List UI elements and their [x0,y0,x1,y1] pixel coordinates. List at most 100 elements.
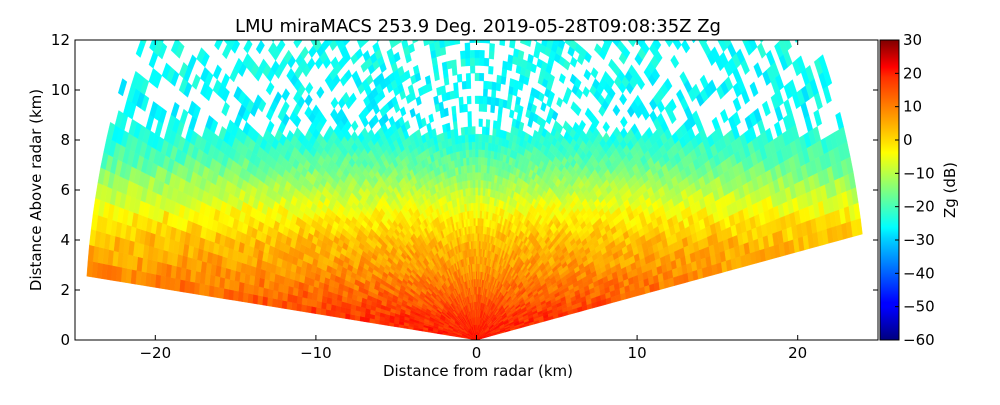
reflectivity-cell [473,165,476,173]
reflectivity-cell [452,114,456,122]
reflectivity-cell [469,5,475,13]
reflectivity-cell [262,296,268,305]
reflectivity-cell [454,129,458,137]
reflectivity-cell [199,17,208,33]
reflectivity-cell [441,86,446,95]
reflectivity-cell [486,127,490,135]
reflectivity-cell [459,97,464,105]
reflectivity-cell [470,66,475,74]
reflectivity-cell [364,0,372,8]
reflectivity-cell [331,0,339,2]
reflectivity-cell [479,149,482,157]
reflectivity-cell [610,5,618,17]
reflectivity-cell [483,104,487,112]
reflectivity-cell [474,218,476,226]
reflectivity-cell [146,13,156,30]
reflectivity-cell [467,96,471,104]
reflectivity-cell [468,134,472,142]
reflectivity-cell [508,93,513,102]
reflectivity-cell [655,0,664,13]
reflectivity-cell [480,0,486,5]
reflectivity-cell [478,180,481,188]
reflectivity-cell [452,106,457,115]
reflectivity-cell [476,180,479,188]
reflectivity-cell [472,134,476,142]
reflectivity-cell [192,0,202,7]
reflectivity-cell [475,134,479,142]
reflectivity-cell [478,195,481,203]
reflectivity-cell [629,0,638,10]
reflectivity-cell [479,96,483,104]
chart-title: LMU miraMACS 253.9 Deg. 2019-05-28T09:08… [235,16,721,37]
reflectivity-cell [440,47,446,56]
reflectivity-cell [564,0,572,4]
reflectivity-cell [358,1,366,12]
reflectivity-cell [257,295,263,305]
reflectivity-cell [484,81,489,89]
reflectivity-cell [479,119,483,127]
reflectivity-cell [252,2,261,16]
reflectivity-cell [537,3,544,13]
reflectivity-cell [287,301,293,310]
reflectivity-cell [470,58,475,66]
reflectivity-cell [486,5,492,13]
reflectivity-cell [473,188,476,196]
reflectivity-cell [398,0,405,10]
reflectivity-cell [272,298,278,307]
reflectivity-cell [457,74,462,82]
reflectivity-cell [478,188,481,196]
reflectivity-cell [489,43,494,51]
reflectivity-cell [473,172,476,180]
reflectivity-cell [626,4,634,16]
reflectivity-cell [502,69,507,78]
reflectivity-cell [446,0,452,8]
reflectivity-cell [320,2,328,14]
reflectivity-cell [147,0,157,13]
reflectivity-cell [356,0,364,6]
reflectivity-cell [577,0,585,5]
reflectivity-cell [444,38,450,47]
reflectivity-cell [471,195,474,203]
reflectivity-cell [531,0,538,10]
reflectivity-cell [161,0,171,9]
reflectivity-cell [489,51,494,59]
reflectivity-cell [473,203,475,211]
reflectivity-cell [243,292,249,302]
reflectivity-cell [519,4,526,13]
reflectivity-cell [497,6,503,15]
reflectivity-cell [470,172,473,180]
reflectivity-cell [248,293,254,303]
reflectivity-cell [296,303,301,311]
reflectivity-cell [478,157,481,165]
reflectivity-cell [480,50,485,58]
reflectivity-cell [217,5,226,20]
reflectivity-cell [405,4,412,14]
reflectivity-cell [372,0,380,11]
reflectivity-cell [482,134,486,142]
reflectivity-cell [292,295,298,303]
reflectivity-cell [468,127,472,135]
reflectivity-cell [480,58,485,66]
reflectivity-cell [466,157,469,165]
reflectivity-cell [415,0,422,2]
reflectivity-cell [463,150,467,158]
reflectivity-cell [470,180,473,188]
reflectivity-cell [488,81,493,89]
reflectivity-cell [476,226,478,234]
reflectivity-cell [585,0,593,3]
reflectivity-cell [276,0,285,1]
reflectivity-cell [476,188,479,196]
reflectivity-cell [501,76,506,85]
reflectivity-cell [282,300,288,309]
reflectivity-cell [486,119,490,127]
reflectivity-cell [462,135,466,143]
reflectivity-cell [503,0,509,1]
reflectivity-cell [151,0,161,17]
reflectivity-cell [466,150,469,158]
reflectivity-cell [604,0,612,11]
reflectivity-cell [469,157,472,165]
reflectivity-cell [471,203,474,211]
reflectivity-cell [461,58,466,66]
reflectivity-cell [451,60,456,68]
